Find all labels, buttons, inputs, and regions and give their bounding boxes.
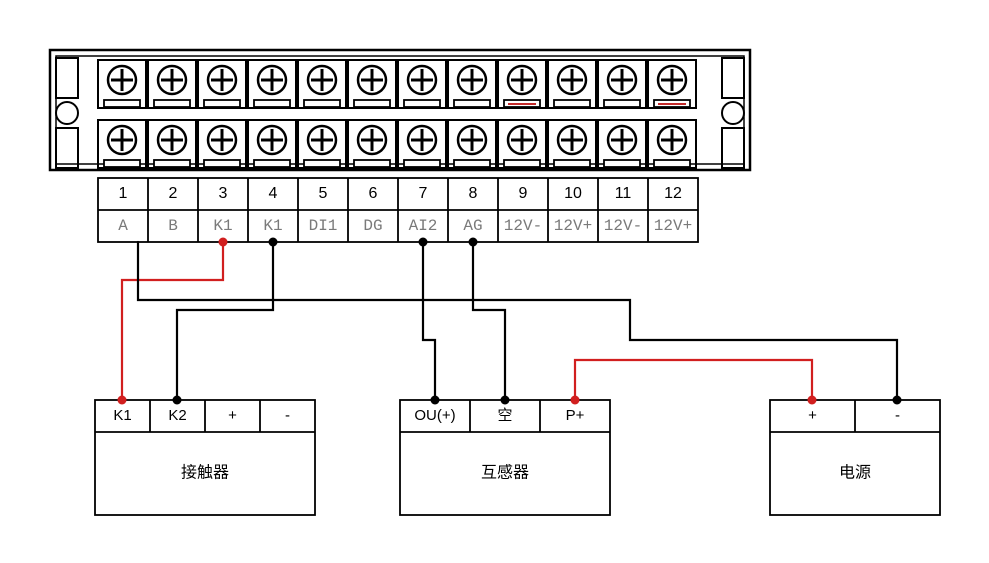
junction-dot bbox=[219, 238, 228, 247]
svg-text:AG: AG bbox=[463, 217, 482, 235]
wire-3 bbox=[473, 242, 505, 400]
power: + - 电源 bbox=[770, 400, 940, 515]
svg-text:接触器: 接触器 bbox=[181, 464, 229, 482]
junction-dot bbox=[431, 396, 440, 405]
svg-text:5: 5 bbox=[319, 185, 328, 202]
svg-text:6: 6 bbox=[369, 185, 378, 202]
wire-2 bbox=[423, 242, 435, 400]
junction-dot bbox=[173, 396, 182, 405]
junction-dot bbox=[469, 238, 478, 247]
svg-text:-: - bbox=[895, 407, 900, 424]
contactor: K1 K2 + - 接触器 bbox=[95, 400, 315, 515]
svg-text:7: 7 bbox=[419, 185, 428, 202]
wire-5 bbox=[138, 242, 897, 400]
wire-1 bbox=[177, 242, 273, 400]
svg-text:K1: K1 bbox=[113, 407, 131, 424]
svg-text:8: 8 bbox=[469, 185, 478, 202]
svg-text:9: 9 bbox=[519, 185, 528, 202]
svg-text:10: 10 bbox=[564, 185, 582, 202]
svg-text:DG: DG bbox=[363, 217, 382, 235]
svg-text:+: + bbox=[228, 407, 237, 424]
svg-text:P+: P+ bbox=[566, 407, 585, 424]
svg-text:互感器: 互感器 bbox=[481, 464, 529, 482]
svg-text:AI2: AI2 bbox=[409, 217, 438, 235]
svg-text:空: 空 bbox=[497, 407, 512, 424]
svg-text:4: 4 bbox=[269, 185, 278, 202]
svg-text:12V-: 12V- bbox=[504, 217, 542, 235]
junction-dot bbox=[269, 238, 278, 247]
terminal-block bbox=[50, 50, 750, 170]
svg-text:OU(+): OU(+) bbox=[414, 407, 455, 424]
svg-text:A: A bbox=[118, 217, 128, 235]
junction-dot bbox=[808, 396, 817, 405]
junction-dot bbox=[893, 396, 902, 405]
svg-text:K1: K1 bbox=[213, 217, 232, 235]
junction-dot bbox=[118, 396, 127, 405]
svg-text:12V+: 12V+ bbox=[654, 217, 692, 235]
svg-text:11: 11 bbox=[615, 185, 632, 202]
wiring bbox=[118, 238, 902, 405]
transformer: OU(+) 空 P+ 互感器 bbox=[400, 400, 610, 515]
junction-dot bbox=[419, 238, 428, 247]
svg-text:1: 1 bbox=[119, 185, 128, 202]
svg-text:12V+: 12V+ bbox=[554, 217, 592, 235]
svg-text:-: - bbox=[285, 407, 290, 424]
svg-text:电源: 电源 bbox=[839, 464, 871, 482]
svg-text:K1: K1 bbox=[263, 217, 282, 235]
wire-4 bbox=[575, 360, 812, 400]
junction-dot bbox=[571, 396, 580, 405]
svg-text:12: 12 bbox=[664, 185, 682, 202]
svg-text:B: B bbox=[168, 217, 178, 235]
svg-text:3: 3 bbox=[219, 185, 228, 202]
svg-text:+: + bbox=[808, 407, 817, 424]
svg-text:K2: K2 bbox=[168, 407, 186, 424]
svg-text:DI1: DI1 bbox=[309, 217, 338, 235]
junction-dot bbox=[501, 396, 510, 405]
terminal-labels: 1 A 2 B 3 K1 4 K1 5 DI1 6 DG 7 AI2 8 AG 9 12V- 10 12V+ 11 12V… bbox=[98, 178, 698, 242]
svg-text:12V-: 12V- bbox=[604, 217, 642, 235]
svg-text:2: 2 bbox=[169, 185, 178, 202]
